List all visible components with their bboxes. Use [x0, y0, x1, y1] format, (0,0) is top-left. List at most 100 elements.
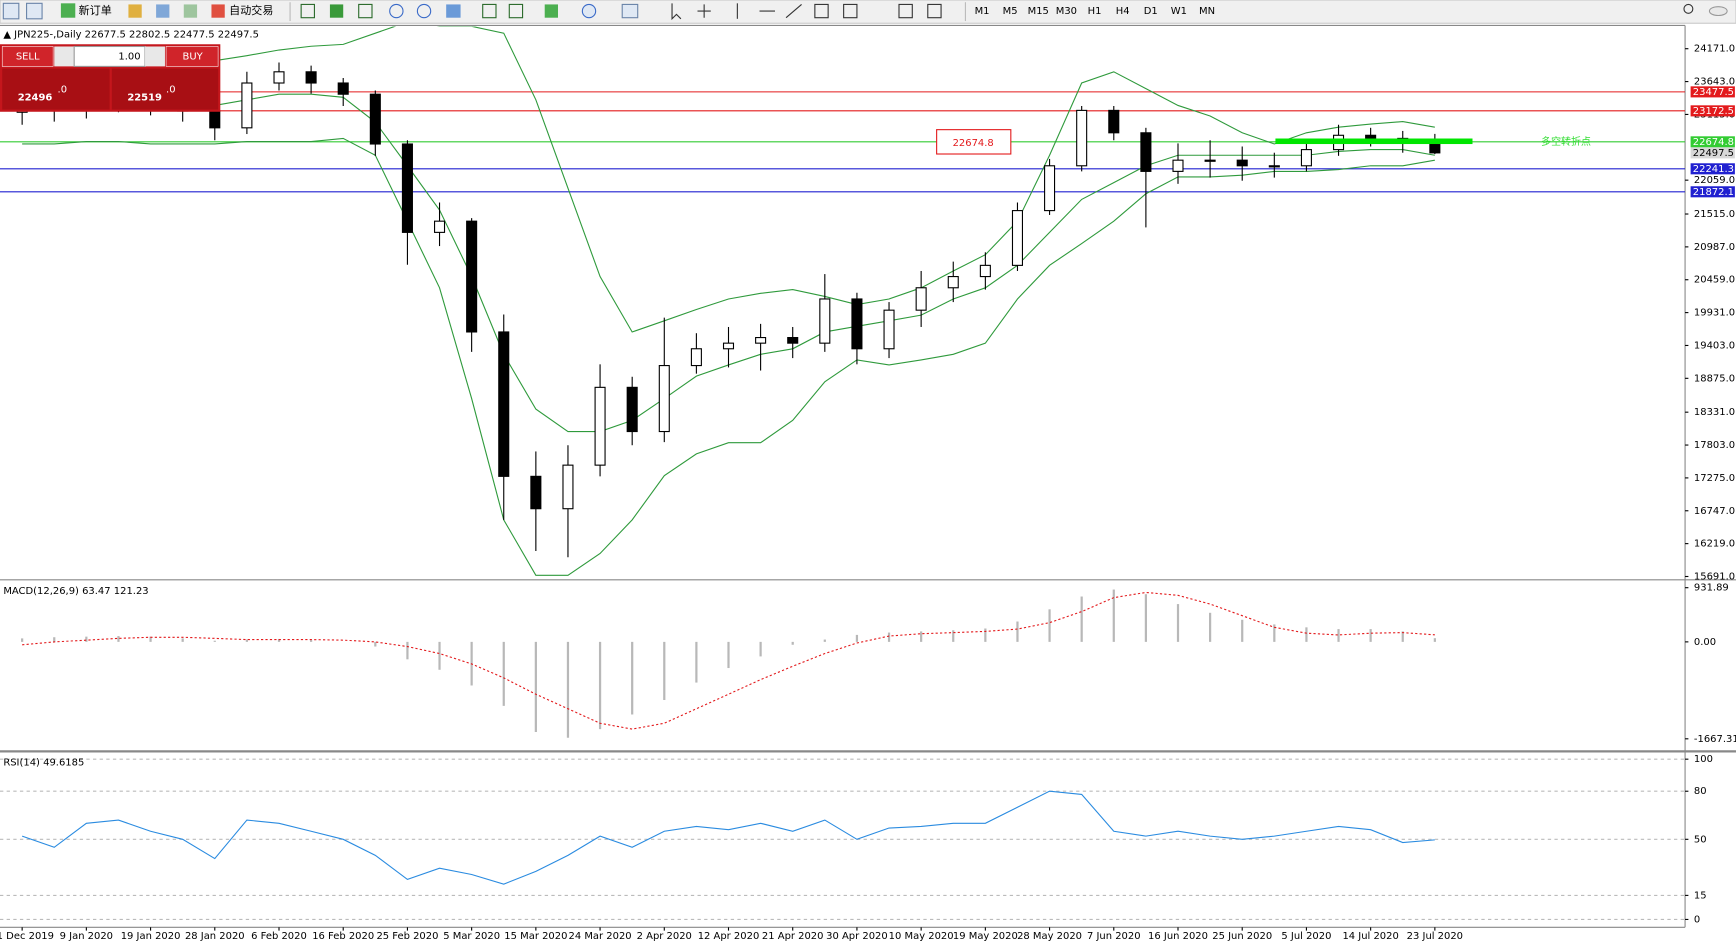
level-label-bg — [1690, 163, 1735, 175]
candle-body — [819, 298, 831, 344]
timeframe-button[interactable]: M30 — [1056, 6, 1077, 17]
lot-up[interactable] — [145, 46, 165, 67]
trendline-tool[interactable] — [785, 4, 802, 19]
candle-body — [273, 71, 285, 84]
crosshair-tool[interactable] — [697, 4, 711, 18]
level-label: 23172.5 — [1693, 106, 1734, 117]
macd-name: MACD(12,26,9) — [3, 586, 79, 597]
icon[interactable] — [814, 3, 829, 19]
bid-box[interactable] — [2, 68, 110, 110]
toolbar: 新订单 自动交易 M1 M5 M15 M30 H1 H4 D1 W1 MN — [0, 0, 1736, 24]
buy-button[interactable] — [165, 46, 219, 67]
y-tick-label: 100 — [1694, 754, 1713, 765]
timeframe-button[interactable]: H4 — [1116, 6, 1130, 17]
timeframe-button[interactable]: M1 — [975, 6, 990, 17]
sell-button[interactable] — [1, 46, 54, 67]
auto-trade-icon[interactable] — [211, 4, 225, 18]
candle-body — [626, 386, 638, 433]
x-tick-label: 19 May 2020 — [953, 931, 1018, 942]
candle-body — [401, 143, 413, 233]
timeframe-button[interactable]: MN — [1199, 6, 1215, 17]
bid-price[interactable]: 22496 — [18, 92, 53, 103]
icon[interactable] — [26, 2, 43, 20]
candle-body — [1044, 165, 1056, 212]
icon[interactable] — [156, 4, 170, 18]
auto-trade-button[interactable]: 自动交易 — [229, 3, 273, 17]
candle-body — [979, 264, 991, 278]
y-tick-label: 18875.0 — [1694, 373, 1735, 384]
candle-body — [1300, 149, 1312, 167]
candle-body — [1076, 109, 1088, 167]
candle-body — [1172, 159, 1184, 172]
x-tick-label: 28 May 2020 — [1017, 931, 1082, 942]
icon[interactable] — [183, 4, 198, 18]
candle-body — [594, 386, 606, 466]
y-tick-label: -1667.31 — [1694, 734, 1736, 745]
macd-main-value: 63.47 — [82, 586, 111, 597]
ask-pips[interactable]: .0 — [166, 85, 176, 96]
timeframe-button[interactable]: M5 — [1003, 6, 1018, 17]
y-tick-label: 0 — [1694, 914, 1700, 925]
candle-body — [883, 309, 895, 350]
icon[interactable] — [329, 4, 344, 18]
overlay: 23477.5 23172.5 22674.8 22241.3 21872.1 22497… — [936, 86, 1735, 198]
bid-pips[interactable]: .0 — [58, 85, 68, 96]
icon[interactable] — [508, 3, 524, 19]
x-tick-label: 16 Jun 2020 — [1148, 931, 1208, 942]
lot-value[interactable]: 1.00 — [118, 51, 140, 62]
icon[interactable] — [300, 3, 315, 19]
icon[interactable] — [482, 3, 497, 19]
timeframe-button[interactable]: W1 — [1171, 6, 1187, 17]
candle-body — [209, 110, 221, 129]
rsi-value: 49.6185 — [43, 757, 84, 768]
ask-box[interactable] — [111, 68, 219, 110]
cursor-tool[interactable] — [671, 3, 682, 21]
zoom-in[interactable] — [389, 3, 404, 19]
candle-body — [1108, 109, 1120, 134]
level-label: 21872.1 — [1693, 187, 1734, 198]
icon[interactable] — [544, 4, 558, 18]
bollinger-lower — [22, 137, 1435, 576]
x-tick-label: 15 Mar 2020 — [504, 931, 567, 942]
y-tick-label: 24171.0 — [1694, 44, 1735, 55]
y-tick-label: 22059.0 — [1694, 175, 1735, 186]
icon[interactable] — [898, 3, 913, 19]
candle-body — [1365, 134, 1377, 139]
candle-body — [851, 298, 863, 350]
icon[interactable] — [446, 4, 461, 18]
new-order-button[interactable]: 新订单 — [79, 3, 112, 17]
ask-price[interactable]: 22519 — [127, 92, 162, 103]
x-tick-label: 2 Apr 2020 — [637, 931, 692, 942]
y-tick-label: 16747.0 — [1694, 506, 1735, 517]
rsi-line — [21, 790, 1435, 885]
x-tick-label: 25 Jun 2020 — [1212, 931, 1272, 942]
timeframe-button[interactable]: M15 — [1028, 6, 1049, 17]
y-tick-label: 20987.0 — [1694, 242, 1735, 253]
new-order-icon[interactable] — [60, 3, 76, 18]
lot-down[interactable] — [54, 46, 75, 67]
icon[interactable] — [621, 3, 639, 19]
icon[interactable] — [358, 3, 373, 19]
buy-label[interactable]: BUY — [183, 51, 204, 62]
level-label-bg — [1690, 105, 1735, 117]
zoom-out[interactable] — [416, 3, 432, 19]
x-tick-label: 7 Jun 2020 — [1087, 931, 1141, 942]
icon[interactable] — [1708, 6, 1728, 17]
timeframe-button[interactable]: H1 — [1088, 6, 1102, 17]
sell-label[interactable]: SELL — [16, 51, 40, 62]
x-tick-label: 21 Apr 2020 — [762, 931, 824, 942]
candle-body — [658, 365, 670, 433]
icon[interactable] — [128, 4, 142, 18]
icon[interactable] — [927, 3, 942, 19]
candle-body — [498, 331, 510, 477]
y-tick-label: 19931.0 — [1694, 308, 1735, 319]
candle-body — [1204, 159, 1216, 162]
candle-body — [369, 93, 381, 145]
icon[interactable] — [2, 2, 20, 20]
icon[interactable] — [581, 3, 597, 19]
x-tick-label: 19 Jan 2020 — [121, 931, 181, 942]
timeframe-button[interactable]: D1 — [1144, 6, 1158, 17]
search-icon[interactable] — [1683, 3, 1694, 14]
icon[interactable] — [843, 3, 858, 19]
ohlc-open: 22677.5 — [85, 29, 126, 40]
